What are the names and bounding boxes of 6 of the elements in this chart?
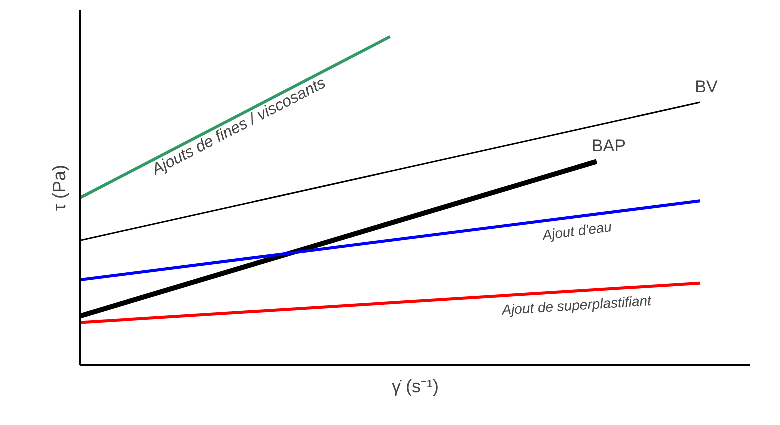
series-label: BV xyxy=(695,78,719,97)
y-axis-title: τ (Pa) xyxy=(50,164,70,212)
series-label: Ajout de superplastifiant xyxy=(500,292,653,318)
text: Ajout d'eau xyxy=(540,218,613,244)
series-label: BAP xyxy=(592,136,626,156)
x-axis-title: γ̇ (s⁻¹) xyxy=(392,376,439,396)
